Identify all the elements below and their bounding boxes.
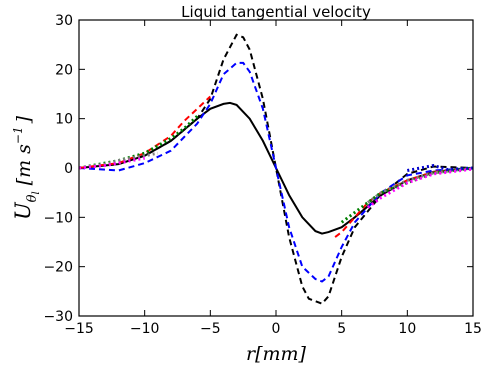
x-axis-label: r[mm]	[246, 343, 307, 365]
series-line-7	[78, 156, 474, 209]
series-line-3	[78, 61, 474, 283]
x-tick-label: −10	[130, 321, 160, 337]
y-label-bracket-close: ]	[13, 115, 35, 124]
y-label-units: m s	[13, 144, 35, 178]
ticks: −15 −10 −5 0 5 10 15 −30 −20 −10 0 10 20 30	[43, 13, 481, 337]
y-label-exp: −1	[11, 126, 25, 144]
x-tick-label: 10	[398, 321, 416, 337]
y-tick-label: 0	[64, 161, 73, 177]
y-tick-label: −20	[43, 260, 73, 276]
x-tick-label: −15	[64, 321, 94, 337]
x-axis-label-text: r[mm]	[246, 343, 307, 365]
x-tick-label: 0	[272, 321, 281, 337]
x-tick-label: 5	[337, 321, 346, 337]
y-label-main: U	[11, 201, 35, 220]
x-tick-label: −5	[200, 321, 221, 337]
series-line-8	[407, 163, 474, 172]
y-axis-label-text: Uθl [m s−1]	[11, 115, 42, 220]
y-axis-label: Uθl [m s−1]	[11, 115, 42, 220]
y-label-sub2: l	[31, 191, 42, 194]
y-tick-label: 20	[55, 62, 73, 78]
y-tick-label: 10	[55, 112, 73, 128]
series-line-2	[78, 33, 474, 305]
y-tick-label: 30	[55, 13, 73, 29]
series-line-4	[78, 95, 474, 238]
series-group	[78, 33, 474, 305]
series-line-6	[78, 151, 474, 204]
y-tick-label: −10	[43, 210, 73, 226]
y-label-sub1: θ	[25, 194, 40, 202]
chart-title: Liquid tangential velocity	[181, 3, 371, 21]
x-tick-label: 15	[464, 321, 482, 337]
y-label-bracket-open: [	[13, 177, 35, 185]
y-tick-label: −30	[43, 309, 73, 325]
series-line-5	[78, 115, 474, 224]
plot-frame	[78, 19, 474, 317]
